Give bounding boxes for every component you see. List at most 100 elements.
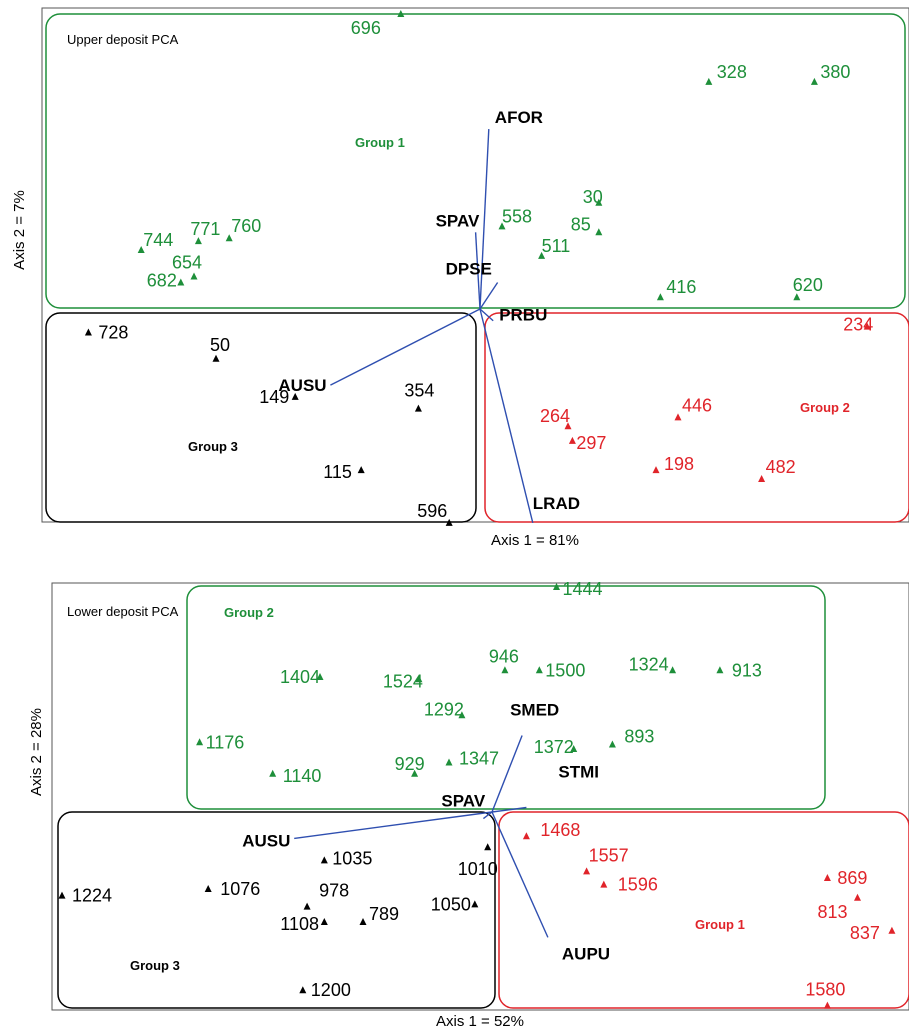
point-marker-511: [538, 251, 546, 259]
vector-line-ausu: [294, 811, 493, 840]
point-marker-771: [194, 237, 202, 245]
point-marker-1524: [415, 675, 423, 683]
vector-line-prbu: [479, 308, 494, 322]
point-marker-482: [758, 474, 766, 482]
point-marker-1580: [823, 1001, 831, 1009]
point-marker-328: [705, 77, 713, 85]
vector-label-spav: SPAV: [436, 211, 480, 230]
point-marker-1224: [58, 891, 66, 899]
vector-label-spav: SPAV: [441, 792, 485, 811]
point-label-620: 620: [793, 275, 823, 295]
point-marker-1372: [570, 745, 578, 752]
point-label-1292: 1292: [424, 699, 464, 719]
point-marker-728: [84, 328, 92, 336]
point-label-837: 837: [850, 923, 880, 943]
point-marker-696: [397, 10, 405, 17]
lower-group-1-box: [498, 811, 909, 1009]
point-marker-297: [568, 436, 576, 444]
vector-line-stmi: [491, 806, 527, 813]
point-marker-115: [357, 466, 365, 474]
point-marker-813: [854, 893, 861, 901]
point-marker-30: [595, 198, 603, 206]
upper-group-3-box: [45, 312, 477, 523]
point-label-813: 813: [818, 902, 848, 922]
point-label-198: 198: [664, 454, 694, 474]
vector-line-afor: [479, 129, 490, 310]
point-label-234: 234: [843, 315, 873, 335]
point-label-1076: 1076: [220, 879, 260, 899]
point-label-511: 511: [542, 236, 571, 256]
point-label-913: 913: [732, 660, 762, 680]
vector-label-ausu: AUSU: [242, 831, 290, 850]
upper-group-2-label: Group 2: [800, 400, 850, 415]
point-marker-149: [291, 392, 299, 400]
upper-group-1-box: [45, 13, 906, 309]
upper-group-1-label: Group 1: [355, 135, 405, 150]
point-label-1500: 1500: [545, 660, 585, 680]
point-label-1404: 1404: [280, 667, 320, 687]
point-marker-1010: [484, 843, 492, 851]
lower-y-axis-label: Axis 2 = 28%: [28, 708, 45, 796]
point-marker-1076: [204, 885, 212, 892]
point-label-1140: 1140: [283, 766, 322, 786]
point-label-1035: 1035: [332, 848, 372, 868]
point-label-50: 50: [210, 335, 230, 355]
point-marker-1444: [553, 583, 560, 590]
point-marker-744: [137, 246, 145, 253]
vector-line-spav: [482, 811, 493, 820]
point-marker-1596: [600, 880, 608, 888]
point-marker-1557: [583, 867, 591, 875]
upper-x-axis-label: Axis 1 = 81%: [491, 532, 579, 549]
point-label-1580: 1580: [805, 980, 845, 1000]
point-marker-913: [716, 666, 724, 674]
point-label-297: 297: [576, 433, 606, 453]
point-label-1524: 1524: [383, 671, 423, 691]
point-marker-946: [501, 666, 509, 674]
vector-line-lrad: [479, 308, 534, 524]
point-label-558: 558: [502, 206, 532, 226]
point-marker-1324: [669, 666, 677, 674]
point-marker-978: [303, 902, 311, 910]
lower-group-1-label: Group 1: [695, 917, 745, 932]
point-marker-1292: [458, 711, 466, 719]
lower-x-axis-label: Axis 1 = 52%: [436, 1013, 524, 1030]
point-label-328: 328: [717, 62, 747, 82]
point-label-115: 115: [323, 462, 352, 482]
vector-line-aupu: [491, 811, 549, 938]
vector-line-smed: [491, 735, 523, 813]
point-label-354: 354: [404, 381, 434, 401]
point-marker-354: [414, 404, 422, 412]
point-marker-596: [445, 518, 453, 526]
point-label-596: 596: [417, 501, 447, 521]
upper-group-3-label: Group 3: [188, 439, 238, 454]
vector-label-afor: AFOR: [495, 108, 543, 127]
point-marker-1500: [535, 666, 543, 674]
point-marker-1035: [320, 856, 328, 864]
point-label-482: 482: [766, 457, 796, 477]
point-marker-1347: [445, 758, 453, 766]
point-label-416: 416: [666, 277, 696, 297]
point-marker-198: [652, 466, 660, 474]
point-marker-1468: [522, 832, 530, 840]
point-label-1324: 1324: [629, 654, 669, 674]
point-label-869: 869: [837, 868, 867, 888]
point-marker-654: [190, 272, 198, 280]
point-label-1010: 1010: [458, 859, 498, 879]
point-marker-789: [359, 918, 367, 925]
point-marker-1108: [320, 918, 328, 925]
vector-label-smed: SMED: [510, 701, 559, 720]
point-marker-264: [564, 422, 572, 430]
lower-group-3-box: [57, 811, 496, 1009]
upper-plot-frame: [41, 7, 909, 523]
point-marker-50: [212, 354, 220, 362]
point-label-654: 654: [172, 253, 202, 273]
point-marker-869: [823, 874, 831, 881]
point-label-1347: 1347: [459, 749, 499, 769]
point-marker-682: [177, 278, 185, 286]
lower-chart-title: Lower deposit PCA: [67, 604, 179, 619]
lower-group-2-box: [186, 585, 826, 810]
lower-group-2-label: Group 2: [224, 605, 274, 620]
point-label-893: 893: [624, 727, 654, 747]
point-marker-85: [595, 228, 603, 236]
